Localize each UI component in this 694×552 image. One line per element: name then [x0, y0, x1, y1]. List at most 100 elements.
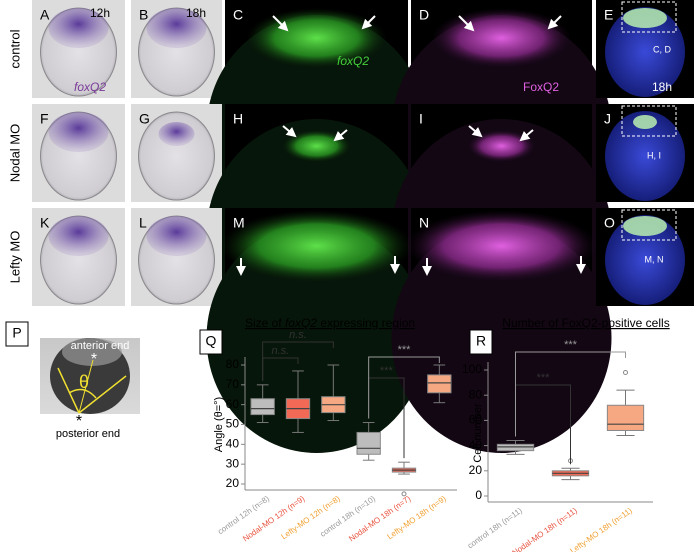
panel-annotation: H, I: [647, 150, 661, 160]
stain: [48, 216, 109, 256]
significance-label: ***: [537, 372, 551, 384]
row-label: control: [7, 29, 22, 68]
y-tick-label: 0: [475, 488, 482, 502]
outlier: [401, 491, 407, 497]
inset-box: [621, 209, 677, 241]
panel-annotation: foxQ2: [337, 54, 369, 68]
panel-letter-box: [199, 329, 223, 355]
arrow: [272, 15, 289, 32]
panel-letter: R: [476, 333, 486, 349]
panel-annotation: *: [91, 351, 97, 368]
image-panel: G: [131, 104, 222, 202]
y-tick-label: 80: [469, 387, 483, 401]
arrow: [519, 129, 534, 142]
signal: [633, 115, 657, 129]
significance-bracket: [515, 351, 626, 437]
significance-bracket: [368, 356, 440, 419]
significance-label: n.s.: [271, 345, 289, 357]
image-panel: N: [391, 208, 612, 453]
stain: [146, 8, 207, 48]
arrow: [282, 125, 297, 138]
panel-letter: N: [419, 215, 429, 231]
arrow: [458, 15, 475, 32]
y-tick-label: 40: [226, 437, 240, 451]
significance-label: ***: [564, 339, 578, 351]
panel-letter-box: [469, 329, 493, 355]
box: [606, 404, 645, 431]
box: [427, 374, 452, 394]
y-tick-label: 60: [469, 413, 483, 427]
y-axis-label: Angle (θ=°): [213, 397, 225, 452]
title-part: Size of: [245, 316, 285, 330]
y-axis-label: Cell number: [472, 403, 484, 463]
panel-letter: A: [40, 7, 50, 23]
outlier: [623, 370, 628, 376]
significance-label: ***: [398, 344, 412, 356]
panel-letter: Q: [206, 333, 217, 349]
y-tick-label: 50: [226, 417, 240, 431]
signal: [405, 210, 598, 282]
panel-letter: G: [139, 111, 150, 127]
image-panel: J H, I: [596, 104, 694, 202]
image-panel: K: [32, 208, 125, 306]
embryo: [605, 111, 685, 201]
angle-line: [78, 375, 127, 414]
arrow: [333, 129, 348, 142]
panel-annotation: M, N: [645, 254, 664, 264]
panel-letter-box: [5, 321, 29, 347]
x-tick-label: control 18h (n=11): [466, 506, 524, 551]
y-tick-label: 20: [469, 463, 483, 477]
angle-line: [57, 367, 80, 414]
panel-annotation: FoxQ2: [523, 80, 559, 94]
image-panel: F: [32, 104, 125, 202]
arrow: [547, 15, 562, 30]
x-tick-label: Lefty-MO 18h (n=9): [386, 494, 448, 541]
arrow: [468, 125, 483, 138]
inset-box: [621, 105, 677, 137]
panel-letter: B: [139, 7, 148, 23]
panel-annotation: posterior end: [56, 428, 120, 440]
inset-box: [621, 1, 677, 33]
angle-arc: [68, 388, 97, 399]
embryo: [138, 111, 215, 201]
panel-letter: O: [604, 215, 615, 231]
y-tick-label: 20: [226, 476, 240, 490]
panel-annotation: foxQ2: [74, 80, 106, 94]
title-part: Number of FoxQ2-positive cells: [502, 316, 669, 330]
x-tick-label: Nodal-MO 12h (n=9): [241, 494, 306, 544]
image-panel: L: [131, 208, 222, 306]
title-part: expressing region: [317, 316, 415, 330]
x-tick-label: Lefty-MO 12h (n=8): [280, 494, 342, 541]
panel-letter: F: [40, 111, 49, 127]
title-part: foxQ2: [285, 316, 317, 330]
embryo: [605, 7, 685, 97]
y-tick-label: 30: [226, 456, 240, 470]
panel-annotation: anterior end: [71, 340, 130, 352]
embryo: [605, 215, 685, 305]
axis-line: [78, 359, 94, 414]
box: [356, 431, 381, 455]
panel-letter: I: [419, 111, 423, 127]
signal: [623, 216, 667, 236]
stain: [146, 216, 207, 256]
signal: [623, 8, 667, 28]
y-tick-label: 40: [469, 438, 483, 452]
signal: [431, 8, 572, 68]
image-panel: A 12h foxQ2: [32, 0, 125, 98]
panel-annotation: 12h: [90, 6, 110, 20]
embryo-outline: [391, 223, 612, 453]
panel-letter: M: [233, 215, 245, 231]
panel-letter: J: [604, 111, 611, 127]
panel-annotation: θ: [79, 372, 89, 392]
stain: [48, 8, 109, 48]
panel-annotation: 18h: [652, 80, 672, 94]
row-label: Lefty MO: [7, 231, 22, 284]
y-tick-label: 100: [462, 362, 482, 376]
panel-letter: E: [604, 7, 613, 23]
y-tick-label: 80: [226, 357, 240, 371]
chart-title: Size of foxQ2 expressing region: [245, 316, 415, 330]
chart-title: Number of FoxQ2-positive cells: [502, 316, 669, 330]
significance-label: ***: [380, 365, 394, 377]
panel-annotation: 18h: [186, 6, 206, 20]
